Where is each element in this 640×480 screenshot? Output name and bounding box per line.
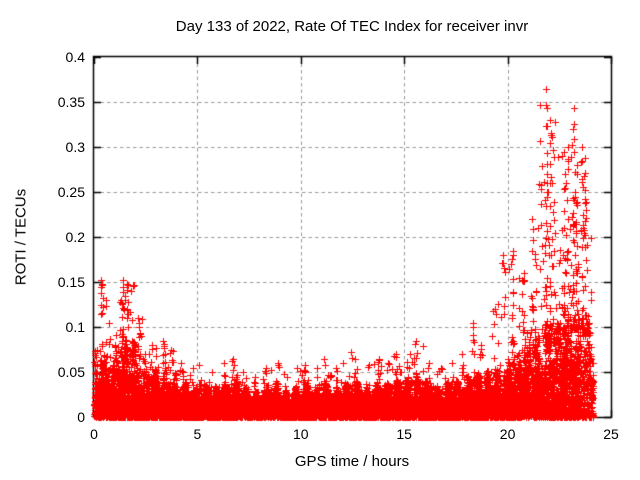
- x-tick-label: 20: [499, 426, 516, 442]
- y-tick-label: 0: [77, 409, 85, 425]
- x-tick-label: 25: [603, 426, 619, 442]
- y-tick-label: 0.25: [57, 184, 85, 200]
- x-tick-label: 5: [193, 426, 202, 442]
- y-tick-label: 0.2: [65, 229, 85, 245]
- x-axis-label: GPS time / hours: [294, 453, 410, 470]
- y-tick-label: 0.05: [57, 364, 85, 380]
- chart-title: Day 133 of 2022, Rate Of TEC Index for r…: [175, 18, 529, 35]
- x-tick-label: 10: [293, 426, 309, 442]
- x-tick-label: 0: [90, 426, 98, 442]
- y-tick-label: 0.1: [65, 319, 85, 335]
- y-tick-label: 0.4: [65, 49, 85, 65]
- y-tick-label: 0.15: [57, 274, 85, 290]
- y-tick-label: 0.3: [65, 139, 85, 155]
- x-tick-label: 15: [396, 426, 412, 442]
- y-tick-label: 0.35: [57, 94, 85, 110]
